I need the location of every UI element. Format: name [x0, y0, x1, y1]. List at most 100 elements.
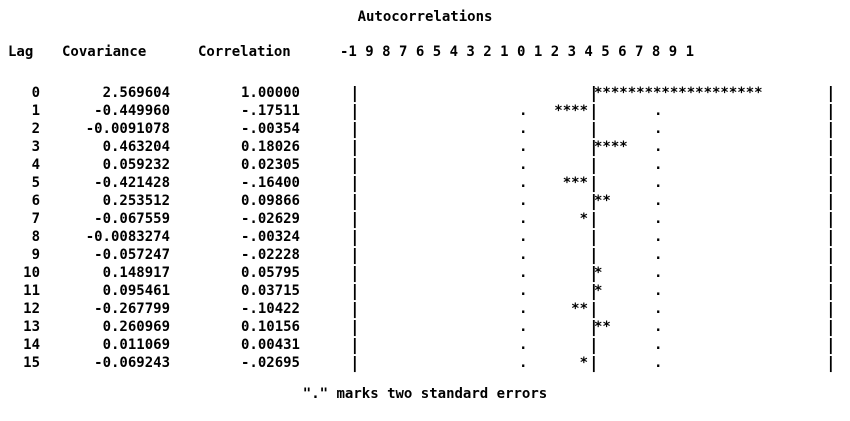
correlation-plot-row: | | |..: [0, 119, 850, 139]
lag-cell: 13: [23, 319, 40, 335]
correlation-bar-stars: **: [594, 319, 611, 335]
plot-left-border: |: [350, 155, 360, 174]
standard-error-marker-right: .: [654, 283, 663, 299]
standard-error-marker-left: .: [519, 265, 528, 281]
plot-left-border: |: [350, 353, 360, 372]
plot-right-border: |: [826, 335, 836, 354]
covariance-cell: -0.069243: [94, 355, 170, 371]
correlation-plot-row: | | |.. *: [0, 353, 850, 373]
correlation-plot-row: | | |.. **: [0, 191, 850, 211]
plot-zero-line: |: [589, 263, 599, 282]
lag-cell: 4: [31, 157, 40, 173]
standard-error-marker-left: .: [519, 337, 528, 353]
correlation-plot-row: | | |.. *: [0, 209, 850, 229]
covariance-cell: 0.059232: [102, 157, 170, 173]
lag-cell: 10: [23, 265, 40, 281]
table-row: 11 0.095461 0.03715 | | |.. *: [0, 281, 850, 301]
correlation-bar-stars: **: [594, 193, 611, 209]
covariance-cell: 2.569604: [102, 85, 170, 101]
lag-cell: 14: [23, 337, 40, 353]
plot-zero-line: |: [589, 227, 599, 246]
plot-left-border: |: [350, 335, 360, 354]
correlation-bar-stars: ****: [554, 103, 588, 119]
plot-zero-line: |: [589, 281, 599, 300]
correlation-cell: -.00354: [240, 121, 300, 137]
correlation-cell: -.16400: [240, 175, 300, 191]
lag-cell: 5: [31, 175, 40, 191]
standard-error-marker-right: .: [654, 301, 663, 317]
header-covariance: Covariance: [62, 44, 147, 60]
plot-left-border: |: [350, 209, 360, 228]
lag-cell: 12: [23, 301, 40, 317]
plot-left-border: |: [350, 119, 360, 138]
plot-zero-line: |: [589, 101, 599, 120]
table-row: 3 0.463204 0.18026 | | |.. ****: [0, 137, 850, 157]
correlation-cell: 0.03715: [240, 283, 300, 299]
standard-error-marker-right: .: [654, 337, 663, 353]
correlation-plot-row: | | |.. *: [0, 263, 850, 283]
plot-zero-line: |: [589, 335, 599, 354]
correlation-cell: 0.10156: [240, 319, 300, 335]
covariance-cell: 0.095461: [102, 283, 170, 299]
standard-error-marker-right: .: [654, 175, 663, 191]
plot-left-border: |: [350, 173, 360, 192]
correlation-plot-row: | | |..: [0, 335, 850, 355]
correlation-cell: -.02695: [240, 355, 300, 371]
plot-zero-line: |: [589, 173, 599, 192]
covariance-cell: -0.0083274: [85, 229, 170, 245]
plot-zero-line: |: [589, 317, 599, 336]
correlation-plot-row: | | |..: [0, 155, 850, 175]
covariance-cell: 0.011069: [102, 337, 170, 353]
standard-error-marker-left: .: [519, 193, 528, 209]
page-title: Autocorrelations: [357, 9, 493, 25]
correlation-bar-stars: *: [594, 283, 603, 299]
table-row: 9 -0.057247 -.02228 | | |..: [0, 245, 850, 265]
correlation-bar-stars: *: [579, 355, 588, 371]
correlation-bar-stars: *: [579, 211, 588, 227]
correlation-plot-row: | | |.. **: [0, 317, 850, 337]
covariance-cell: 0.463204: [102, 139, 170, 155]
header-correlation: Correlation: [198, 44, 291, 60]
table-row: 2 -0.0091078 -.00354 | | |..: [0, 119, 850, 139]
standard-error-marker-left: .: [519, 229, 528, 245]
correlation-bar-stars: ****: [594, 139, 628, 155]
correlation-plot-row: | | |.. ****: [0, 101, 850, 121]
plot-right-border: |: [826, 317, 836, 336]
table-row: 13 0.260969 0.10156 | | |.. **: [0, 317, 850, 337]
plot-right-border: |: [826, 155, 836, 174]
correlation-cell: 0.05795: [240, 265, 300, 281]
table-row: 6 0.253512 0.09866 | | |.. **: [0, 191, 850, 211]
table-row: 14 0.011069 0.00431 | | |..: [0, 335, 850, 355]
table-row: 0 2.569604 1.00000 | | | ********************: [0, 83, 850, 103]
autocorrelation-table: 0 2.569604 1.00000 | | | ******************** 1…: [0, 83, 850, 373]
table-row: 8 -0.0083274 -.00324 | | |..: [0, 227, 850, 247]
correlation-plot-row: | | |.. ***: [0, 173, 850, 193]
standard-error-marker-left: .: [519, 175, 528, 191]
covariance-cell: -0.0091078: [85, 121, 170, 137]
correlation-cell: 0.02305: [240, 157, 300, 173]
covariance-cell: 0.148917: [102, 265, 170, 281]
plot-right-border: |: [826, 281, 836, 300]
plot-left-border: |: [350, 281, 360, 300]
correlation-plot-row: | | |.. *: [0, 281, 850, 301]
plot-right-border: |: [826, 191, 836, 210]
correlation-plot-row: | | |..: [0, 245, 850, 265]
correlation-cell: 1.00000: [240, 85, 300, 101]
plot-right-border: |: [826, 137, 836, 156]
plot-right-border: |: [826, 263, 836, 282]
standard-error-marker-right: .: [654, 193, 663, 209]
lag-cell: 11: [23, 283, 40, 299]
correlation-bar-stars: ********************: [594, 85, 763, 101]
header-scale: -1 9 8 7 6 5 4 3 2 1 0 1 2 3 4 5 6 7 8 9…: [340, 44, 695, 60]
standard-error-marker-right: .: [654, 211, 663, 227]
plot-zero-line: |: [589, 155, 599, 174]
correlation-plot-row: | | |.. **: [0, 299, 850, 319]
lag-cell: 1: [31, 103, 40, 119]
plot-zero-line: |: [589, 83, 599, 102]
correlation-cell: 0.09866: [240, 193, 300, 209]
standard-error-marker-right: .: [654, 265, 663, 281]
covariance-cell: -0.267799: [94, 301, 170, 317]
standard-error-marker-left: .: [519, 211, 528, 227]
plot-right-border: |: [826, 83, 836, 102]
plot-left-border: |: [350, 245, 360, 264]
